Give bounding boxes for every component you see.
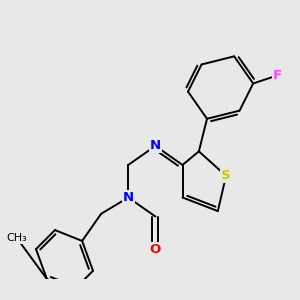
Text: O: O [150,243,161,256]
Text: N: N [123,191,134,204]
Text: N: N [150,140,161,152]
Text: CH₃: CH₃ [7,233,27,243]
Text: F: F [273,69,282,82]
Text: S: S [221,169,231,182]
